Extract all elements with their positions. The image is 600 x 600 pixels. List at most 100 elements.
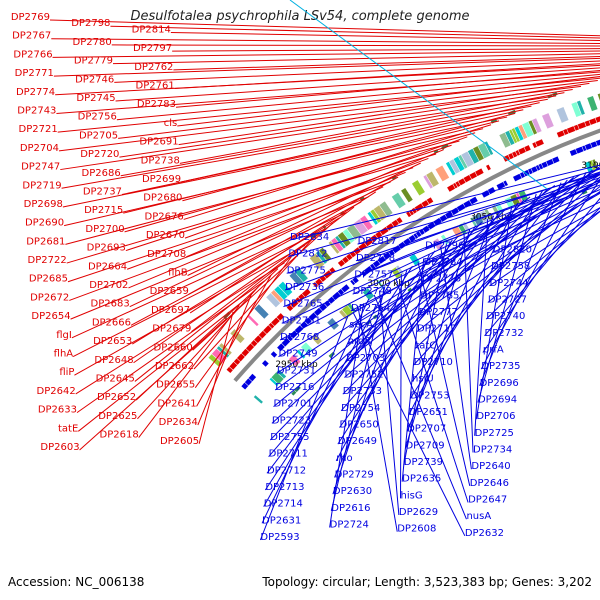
reverse-gene-label: DP2735: [481, 361, 520, 372]
forward-gene-label: DP2680: [143, 193, 182, 204]
forward-gene-label: DP2798: [71, 18, 110, 29]
forward-gene-label-leader-line: [128, 171, 406, 289]
reverse-gene-label-leader-line: [266, 250, 436, 474]
forward-gene-label: DP2634: [159, 417, 198, 428]
forward-gene-label: DP2743: [17, 105, 56, 116]
reverse-gene-label: prfA: [483, 345, 504, 356]
forward-gene-label: flgI: [56, 330, 72, 341]
reverse-gene-label-leader-line: [283, 174, 600, 308]
forward-gene-label-leader-line: [72, 228, 326, 357]
forward-gene-label: DP2705: [79, 130, 118, 141]
forward-gene-label: DP2762: [134, 62, 173, 73]
reverse-gene-label: DP2757: [354, 270, 393, 281]
forward-gene-label: DP2720: [80, 149, 119, 160]
forward-gene-label: DP2721: [19, 124, 58, 135]
forward-strand-track: [226, 116, 600, 374]
forward-gene-label-leader-line: [76, 280, 266, 414]
forward-gene-label: DP2672: [30, 292, 69, 303]
reverse-gene-label: DP2694: [478, 395, 517, 406]
forward-gene-label: DP2648: [94, 355, 133, 366]
reverse-gene-label: DP2764: [351, 303, 390, 314]
reverse-gene-label-leader-line: [418, 190, 600, 316]
forward-gene-label: DP2693: [87, 243, 126, 254]
forward-gene-label: DP2652: [97, 392, 136, 403]
forward-gene-label: fliP: [59, 367, 74, 378]
reverse-gene-label: DP2616: [331, 503, 370, 514]
reverse-gene-label: DP2731: [277, 365, 316, 376]
forward-gene-label-leader-line: [124, 132, 476, 233]
reverse-gene-label: DP2696: [480, 378, 519, 389]
cog-track-inner: [253, 159, 599, 404]
reverse-gene-label: DP2650: [340, 420, 379, 431]
forward-gene-label-leader-line: [121, 109, 524, 195]
forward-gene-label: DP2676: [145, 211, 184, 222]
reverse-gene-label: DP2733: [343, 386, 382, 397]
forward-gene-label-leader-line: [57, 77, 600, 133]
reverse-gene-label-leader-line: [404, 229, 471, 449]
reverse-gene-label: DP2646: [470, 478, 509, 489]
reverse-gene-label: DP2725: [475, 428, 514, 439]
trna-gene-label-leader-line: [289, 0, 548, 190]
forward-gene-label: DP2642: [37, 386, 76, 397]
reverse-gene-label: tatC: [415, 340, 436, 351]
reverse-gene-label: hisG: [401, 490, 423, 501]
reverse-gene-label-leader-line: [332, 269, 408, 495]
forward-gene-label-leader-line: [182, 112, 516, 202]
reverse-gene-label-leader-line: [475, 206, 513, 420]
forward-gene-label: DP2699: [142, 174, 181, 185]
reverse-gene-label-leader-line: [477, 193, 537, 403]
reverse-gene-label: nusA: [466, 511, 491, 522]
reverse-gene-label: DP2736: [285, 282, 324, 293]
reverse-gene-label-leader-line: [414, 176, 600, 349]
reverse-gene-label: DP2629: [399, 507, 438, 518]
reverse-gene-label-leader-line: [463, 232, 474, 453]
forward-gene-label-leader-line: [114, 60, 600, 83]
forward-gene-label: DP2659: [150, 286, 189, 297]
reverse-gene-label-leader-line: [286, 171, 600, 274]
forward-gene-label-leader-line: [49, 19, 600, 37]
reverse-gene-label-leader-line: [485, 207, 600, 320]
kbp-tick-label: 3000 kbp: [367, 279, 410, 289]
reverse-gene-label-leader-line: [487, 210, 600, 303]
forward-gene-label: DP2654: [31, 311, 70, 322]
forward-gene-label-leader-line: [126, 157, 429, 270]
reverse-gene-label: DP2647: [468, 495, 507, 506]
forward-gene-label: DP2670: [146, 230, 185, 241]
reverse-gene-label: DP2768: [280, 332, 319, 343]
reverse-gene-label: DP2608: [397, 524, 436, 535]
forward-gene-label-leader-line: [60, 95, 557, 171]
reverse-gene-label: DP2632: [465, 528, 504, 539]
forward-gene-label: DP2666: [92, 317, 131, 328]
reverse-gene-label: DP2758: [491, 261, 530, 272]
forward-gene-label-leader-line: [74, 244, 306, 376]
forward-gene-label: DP2746: [75, 74, 114, 85]
forward-gene-label-leader-line: [120, 98, 548, 177]
reverse-gene-label: DP2727: [488, 295, 527, 306]
trna-gene-label: DPt59: [290, 0, 320, 3]
reverse-gene-label: DP2651: [409, 407, 448, 418]
kbp-tick-label: 3050 kbp: [470, 212, 513, 222]
forward-gene-label-leader-line: [71, 211, 348, 339]
reverse-gene-label: DP2820: [493, 245, 532, 256]
forward-gene-label-leader-line: [138, 305, 240, 438]
forward-gene-label: DP2681: [26, 236, 65, 247]
forward-gene-label-leader-line: [137, 286, 259, 420]
forward-gene-label: DP2715: [84, 205, 123, 216]
reverse-gene-label-leader-line: [337, 225, 477, 445]
reverse-gene-label: DP2739: [404, 457, 443, 468]
forward-gene-label: DP2700: [85, 224, 124, 235]
forward-gene-label-leader-line: [67, 167, 414, 283]
reverse-gene-label: DP2744: [489, 278, 528, 289]
reverse-gene-label-leader-line: [401, 258, 425, 482]
forward-gene-label-leader-line: [112, 53, 600, 65]
reverse-gene-label-leader-line: [259, 316, 349, 541]
reverse-gene-label: DP2640: [471, 461, 510, 472]
reverse-gene-label-leader-line: [474, 218, 489, 436]
reverse-gene-label-leader-line: [373, 294, 467, 520]
forward-gene-label-leader-line: [53, 57, 600, 77]
reverse-gene-label-leader-line: [289, 164, 600, 241]
forward-gene-label: DP2704: [20, 143, 59, 154]
topology-label: Topology: circular; Length: 3,523,383 bp…: [262, 575, 592, 589]
accession-label: Accession: NC_006138: [8, 575, 145, 589]
kbp-tick-label: 3100 kbp: [581, 161, 600, 171]
